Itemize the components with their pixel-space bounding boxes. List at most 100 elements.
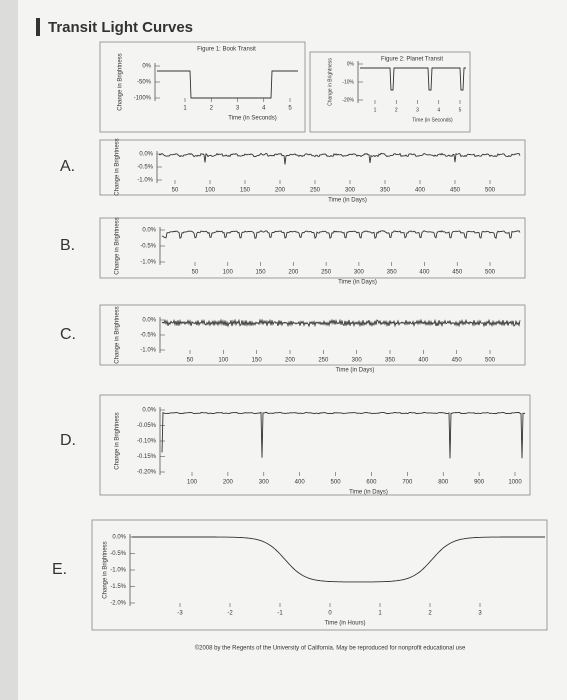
y-axis-label: Change in Brightness	[118, 53, 124, 110]
y-tick-label: 0.0%	[142, 318, 156, 324]
panel-box	[91, 519, 548, 631]
x-tick-label: 450	[452, 358, 463, 364]
y-tick-label: -10%	[342, 79, 354, 85]
x-tick-label: 150	[252, 358, 263, 364]
panel-letter: E.	[52, 561, 67, 578]
x-tick-label: 900	[474, 480, 485, 486]
light-curve	[360, 67, 466, 91]
x-tick-label: 2	[428, 611, 432, 617]
y-tick-label: 0.0%	[142, 228, 156, 234]
x-tick-label: 2	[395, 107, 398, 113]
x-tick-label: 5	[288, 106, 292, 112]
x-tick-label: 100	[223, 270, 234, 276]
y-axis-label: Change in Brightness	[115, 217, 121, 274]
x-tick-label: 400	[415, 188, 426, 194]
x-tick-label: 700	[402, 480, 413, 486]
y-tick-label: -0.05%	[137, 423, 157, 429]
light-curve	[157, 70, 298, 99]
x-tick-label: 200	[288, 270, 299, 276]
x-tick-label: 300	[345, 188, 356, 194]
y-tick-label: -100%	[134, 96, 152, 102]
y-tick-label: 0%	[142, 64, 151, 70]
x-axis-label: Time (in Seconds)	[228, 116, 276, 122]
title: Transit Light Curves	[48, 19, 193, 36]
x-tick-label: 200	[285, 358, 296, 364]
x-tick-label: 50	[192, 270, 199, 276]
x-tick-label: 250	[310, 188, 321, 194]
x-tick-label: -3	[177, 611, 183, 617]
x-tick-label: 400	[295, 480, 306, 486]
x-tick-label: 1	[183, 106, 187, 112]
title-bar	[36, 18, 40, 36]
x-tick-label: 3	[416, 107, 419, 113]
panel-box	[309, 51, 471, 133]
x-tick-label: 250	[318, 358, 329, 364]
x-tick-label: 300	[354, 270, 365, 276]
x-tick-label: 100	[187, 480, 198, 486]
x-tick-label: 200	[275, 188, 286, 194]
x-tick-label: 400	[419, 270, 430, 276]
x-tick-label: 800	[438, 480, 449, 486]
x-tick-label: -2	[227, 611, 233, 617]
y-axis-label: Change in Brightness	[115, 138, 121, 195]
x-axis-label: Time (in Days)	[349, 490, 388, 496]
x-tick-label: 500	[485, 358, 496, 364]
x-tick-label: 1	[374, 107, 377, 113]
x-tick-label: 600	[366, 480, 377, 486]
panel-box	[99, 41, 306, 133]
y-tick-label: -1.0%	[140, 348, 156, 354]
x-tick-label: 150	[256, 270, 267, 276]
x-tick-label: 50	[187, 358, 194, 364]
y-tick-label: -0.20%	[137, 470, 157, 476]
panel-box	[99, 394, 531, 496]
panel-letter: D.	[60, 432, 76, 449]
y-tick-label: -0.5%	[137, 165, 153, 171]
panel-letter: B.	[60, 237, 75, 254]
x-tick-label: 2	[210, 106, 214, 112]
x-tick-label: 400	[418, 358, 429, 364]
x-tick-label: 300	[352, 358, 363, 364]
y-axis-label: Change in Brightness	[103, 541, 109, 598]
y-tick-label: -0.10%	[137, 439, 157, 445]
panel-box	[99, 304, 526, 366]
x-axis-label: Time (in Days)	[336, 368, 375, 374]
light-curve	[161, 318, 521, 328]
y-tick-label: -0.5%	[110, 551, 126, 557]
x-tick-label: 50	[172, 188, 179, 194]
x-tick-label: 4	[262, 106, 266, 112]
y-tick-label: -1.0%	[137, 178, 153, 184]
y-tick-label: -0.5%	[140, 244, 156, 250]
x-tick-label: 200	[223, 480, 234, 486]
y-tick-label: -50%	[137, 80, 152, 86]
y-tick-label: 0%	[347, 61, 355, 67]
y-tick-label: 0.0%	[139, 152, 153, 158]
light-curve	[161, 411, 526, 459]
x-tick-label: -1	[277, 611, 283, 617]
x-tick-label: 1	[378, 611, 382, 617]
x-tick-label: 100	[205, 188, 216, 194]
panel-letter: C.	[60, 326, 76, 343]
y-axis-label: Change in Brightness	[115, 412, 121, 469]
x-tick-label: 450	[450, 188, 461, 194]
y-tick-label: -20%	[342, 97, 354, 103]
light-curve	[132, 536, 545, 583]
x-tick-label: 0	[328, 611, 332, 617]
x-tick-label: 500	[331, 480, 342, 486]
y-tick-label: -0.5%	[140, 333, 156, 339]
x-tick-label: 150	[240, 188, 251, 194]
x-axis-label: Time (in Days)	[328, 198, 367, 204]
y-tick-label: 0.0%	[112, 535, 126, 541]
x-tick-label: 500	[485, 270, 496, 276]
x-tick-label: 5	[459, 107, 462, 113]
panel-letter: A.	[60, 158, 75, 175]
panel-box	[99, 217, 526, 279]
light-curve	[161, 230, 521, 240]
y-axis-label: Change in Brightness	[115, 306, 121, 363]
x-tick-label: 100	[218, 358, 229, 364]
y-tick-label: -0.15%	[137, 454, 157, 460]
figure-title: Figure 1: Book Transit	[197, 47, 256, 53]
x-axis-label: Time (in Days)	[338, 280, 377, 286]
x-tick-label: 350	[380, 188, 391, 194]
paper	[18, 0, 567, 700]
